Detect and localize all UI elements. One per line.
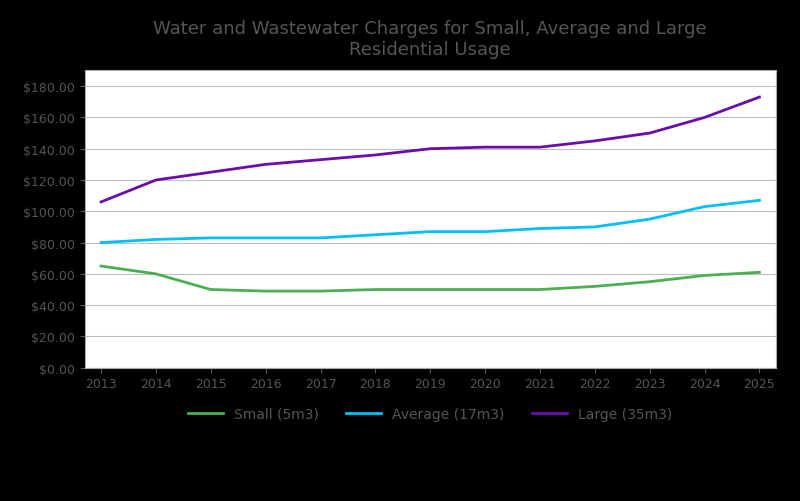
Average (17m3) [370, 232, 380, 238]
Small (5m3) [96, 264, 106, 270]
Small (5m3) [151, 272, 161, 278]
Average (17m3) [535, 226, 545, 232]
Average (17m3) [316, 235, 326, 241]
Line: Small (5m3): Small (5m3) [101, 267, 759, 292]
Large (35m3) [480, 145, 490, 151]
Average (17m3) [151, 237, 161, 243]
Small (5m3) [645, 279, 654, 285]
Small (5m3) [370, 287, 380, 293]
Average (17m3) [754, 198, 764, 204]
Large (35m3) [700, 115, 710, 121]
Large (35m3) [645, 131, 654, 137]
Average (17m3) [206, 235, 215, 241]
Title: Water and Wastewater Charges for Small, Average and Large
Residential Usage: Water and Wastewater Charges for Small, … [154, 20, 707, 59]
Average (17m3) [645, 216, 654, 222]
Legend: Small (5m3), Average (17m3), Large (35m3): Small (5m3), Average (17m3), Large (35m3… [182, 401, 678, 426]
Line: Average (17m3): Average (17m3) [101, 201, 759, 243]
Average (17m3) [261, 235, 270, 241]
Small (5m3) [206, 287, 215, 293]
Average (17m3) [700, 204, 710, 210]
Small (5m3) [426, 287, 435, 293]
Line: Large (35m3): Large (35m3) [101, 98, 759, 202]
Large (35m3) [261, 162, 270, 168]
Small (5m3) [316, 289, 326, 295]
Large (35m3) [96, 199, 106, 205]
Average (17m3) [590, 224, 600, 230]
Large (35m3) [754, 95, 764, 101]
Large (35m3) [151, 178, 161, 184]
Average (17m3) [96, 240, 106, 246]
Small (5m3) [261, 289, 270, 295]
Large (35m3) [206, 170, 215, 176]
Large (35m3) [370, 153, 380, 159]
Large (35m3) [535, 145, 545, 151]
Small (5m3) [535, 287, 545, 293]
Average (17m3) [426, 229, 435, 235]
Average (17m3) [480, 229, 490, 235]
Small (5m3) [480, 287, 490, 293]
Small (5m3) [754, 270, 764, 276]
Large (35m3) [426, 146, 435, 152]
Large (35m3) [316, 157, 326, 163]
Small (5m3) [590, 284, 600, 290]
Large (35m3) [590, 139, 600, 145]
Small (5m3) [700, 273, 710, 279]
